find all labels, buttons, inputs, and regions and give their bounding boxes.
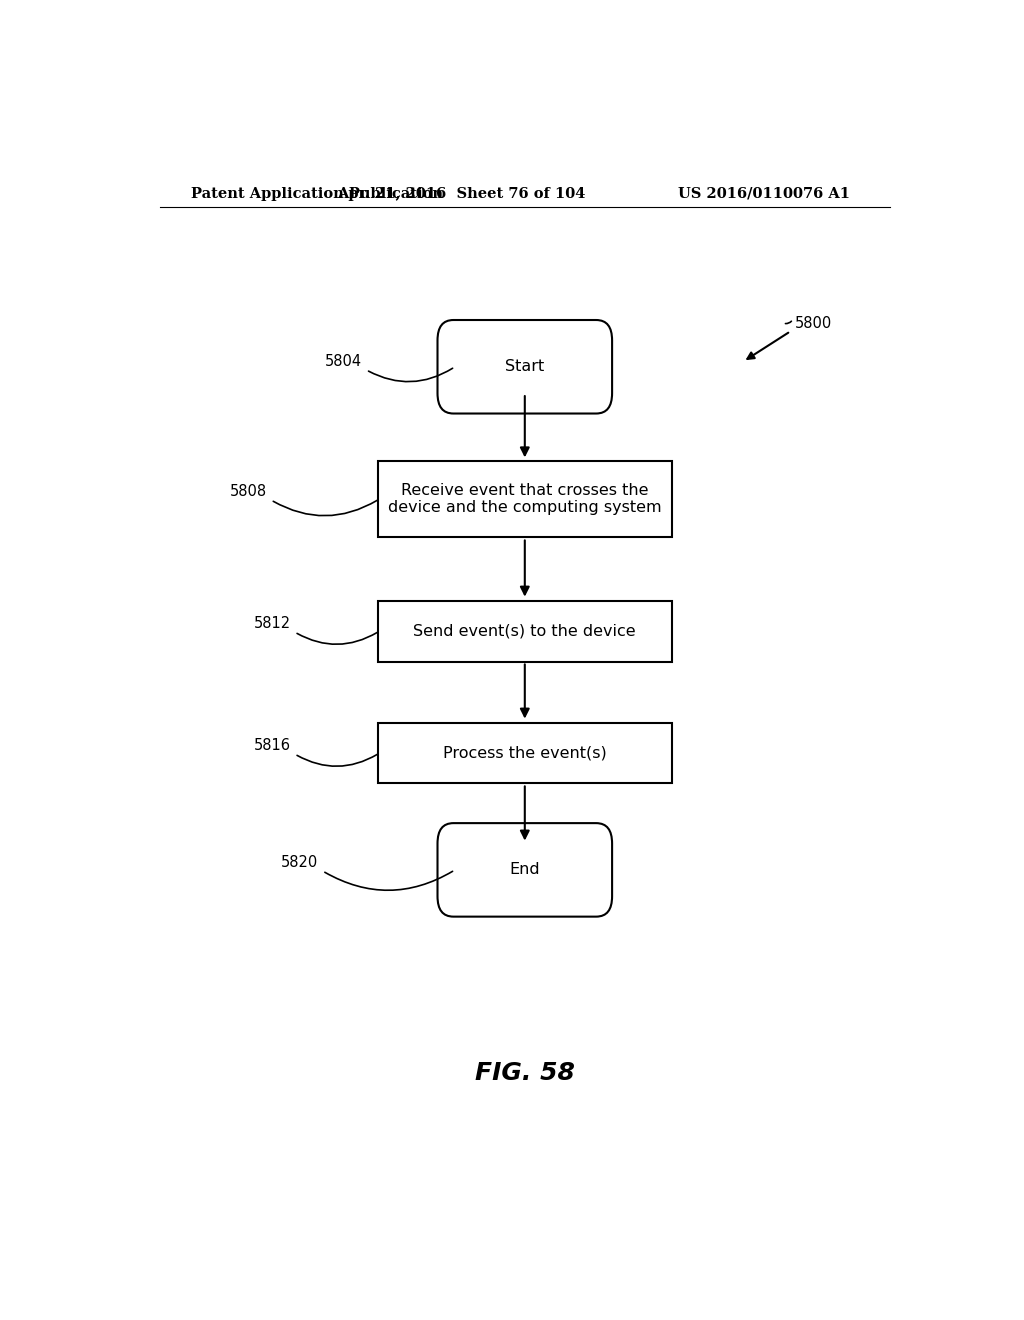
Text: End: End xyxy=(510,862,540,878)
Text: Receive event that crosses the
device and the computing system: Receive event that crosses the device an… xyxy=(388,483,662,515)
Text: Patent Application Publication: Patent Application Publication xyxy=(191,187,443,201)
Text: 5812: 5812 xyxy=(254,616,291,631)
Text: Start: Start xyxy=(505,359,545,375)
FancyBboxPatch shape xyxy=(437,319,612,413)
FancyBboxPatch shape xyxy=(378,601,672,661)
Text: 5808: 5808 xyxy=(229,484,267,499)
FancyBboxPatch shape xyxy=(437,824,612,916)
Text: US 2016/0110076 A1: US 2016/0110076 A1 xyxy=(678,187,850,201)
Text: 5816: 5816 xyxy=(254,738,291,754)
Text: 5820: 5820 xyxy=(282,855,318,870)
Text: FIG. 58: FIG. 58 xyxy=(475,1061,574,1085)
Text: Process the event(s): Process the event(s) xyxy=(443,746,606,760)
Text: Send event(s) to the device: Send event(s) to the device xyxy=(414,623,636,639)
Text: 5800: 5800 xyxy=(795,315,831,330)
Text: Apr. 21, 2016  Sheet 76 of 104: Apr. 21, 2016 Sheet 76 of 104 xyxy=(337,187,586,201)
FancyBboxPatch shape xyxy=(378,722,672,784)
Text: 5804: 5804 xyxy=(325,354,362,370)
FancyBboxPatch shape xyxy=(378,461,672,537)
